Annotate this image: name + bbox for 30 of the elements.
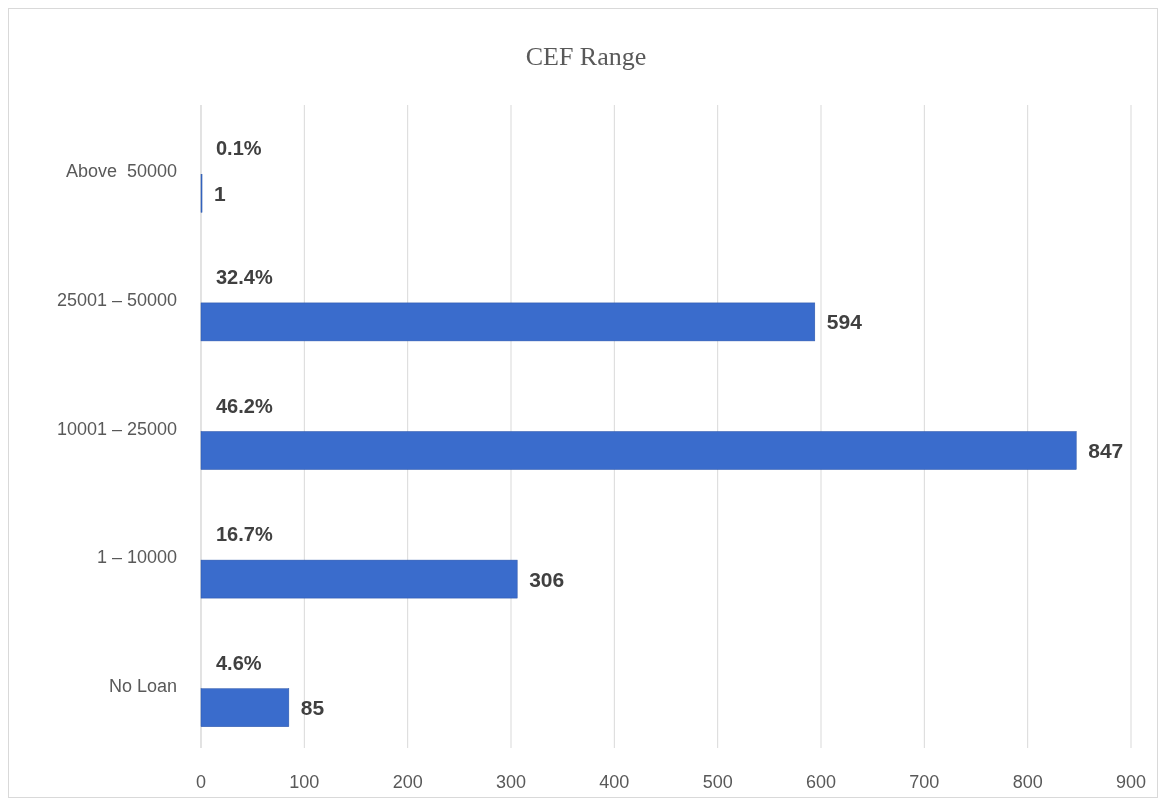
data-label: 306 xyxy=(529,567,565,591)
x-tick-label: 400 xyxy=(599,772,630,792)
y-tick-label: 10001 – 25000 xyxy=(56,418,177,439)
bar xyxy=(200,431,1077,470)
x-tick-label: 800 xyxy=(1012,772,1043,792)
y-tick-label: 25001 – 50000 xyxy=(56,289,177,310)
x-tick-label: 0 xyxy=(195,772,207,792)
annotation: 32.4% xyxy=(216,265,273,288)
x-tick-label: 100 xyxy=(289,772,320,792)
data-label: 1 xyxy=(214,181,227,205)
annotation: 4.6% xyxy=(216,651,262,674)
annotation: 16.7% xyxy=(216,523,273,546)
bar xyxy=(200,302,816,342)
x-tick-label: 500 xyxy=(702,772,733,792)
y-tick-label: 1 – 10000 xyxy=(96,547,177,568)
y-tick-label: Above 50000 xyxy=(65,161,177,182)
annotation: 46.2% xyxy=(216,394,273,417)
bar xyxy=(200,688,290,727)
y-tick-label: No Loan xyxy=(108,675,177,696)
chart-title: CEF Range xyxy=(525,41,647,71)
x-tick-label: 700 xyxy=(909,772,940,792)
x-tick-label: 200 xyxy=(392,772,423,792)
data-label: 847 xyxy=(1088,439,1124,462)
x-tick-label: 900 xyxy=(1115,772,1147,792)
annotation: 0.1% xyxy=(216,137,262,160)
data-label: 85 xyxy=(300,696,325,720)
bar xyxy=(200,559,518,599)
x-tick-label: 300 xyxy=(495,772,527,792)
x-tick-label: 600 xyxy=(805,772,837,792)
data-label: 594 xyxy=(826,310,863,334)
